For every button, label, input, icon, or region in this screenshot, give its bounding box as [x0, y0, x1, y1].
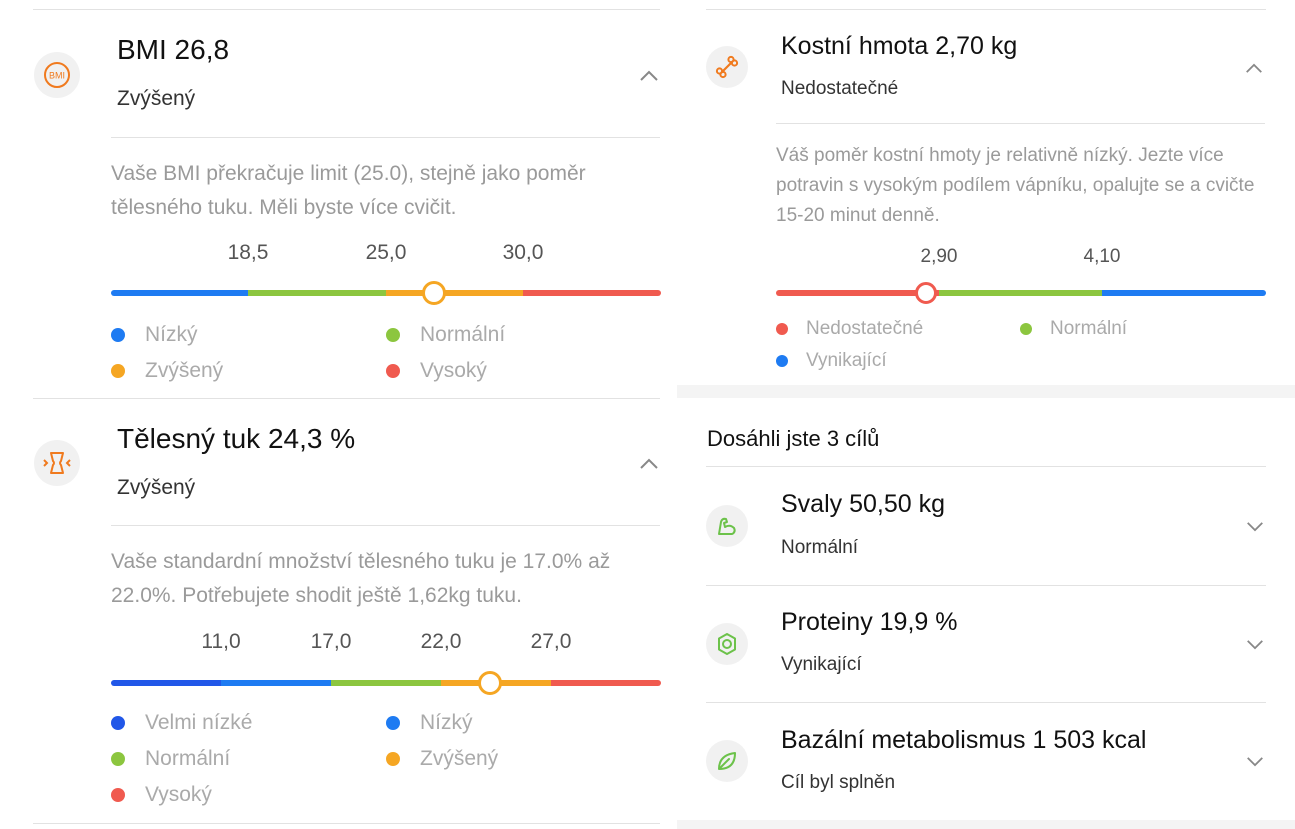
legend-item: Zvýšený [386, 747, 498, 771]
legend-item: Normální [386, 323, 505, 347]
chevron-up-icon[interactable] [638, 69, 660, 83]
body-fat-indicator [478, 671, 502, 695]
bmi-icon-text: BMI [49, 71, 65, 81]
bmi-tick: 18,5 [227, 241, 269, 264]
legend-item: Vynikající [776, 350, 887, 372]
bmi-icon: BMI [34, 52, 80, 98]
bmi-tick: 30,0 [502, 241, 544, 264]
legend-item: Nedostatečné [776, 318, 923, 340]
bone-mass-title: Kostní hmota 2,70 kg [781, 32, 1018, 60]
body-fat-tick: 17,0 [310, 630, 352, 653]
chevron-up-icon[interactable] [1244, 62, 1264, 75]
legend-item: Vysoký [386, 359, 487, 383]
legend-item: Velmi nízké [111, 711, 252, 735]
chevron-down-icon[interactable] [1245, 520, 1265, 533]
bone-mass-range-bar [776, 290, 1266, 296]
bmi-description: Vaše BMI překračuje limit (25.0), stejně… [111, 162, 586, 219]
legend-item: Vysoký [111, 783, 212, 807]
bone-mass-status: Nedostatečné [781, 78, 899, 99]
bone-mass-description: Váš poměr kostní hmoty je relativně nízk… [776, 145, 1255, 226]
body-fat-range-bar [111, 680, 661, 686]
body-fat-tick: 11,0 [201, 630, 241, 653]
protein-icon [706, 623, 748, 665]
legend-item: Normální [111, 747, 230, 771]
muscle-icon [706, 505, 748, 547]
chevron-down-icon[interactable] [1245, 755, 1265, 768]
bmi-status: Zvýšený [117, 87, 196, 110]
body-fat-tick: 27,0 [530, 630, 572, 653]
legend-item: Normální [1020, 318, 1127, 340]
bone-mass-indicator [915, 282, 937, 304]
goal-status: Normální [781, 537, 859, 558]
bone-icon [706, 46, 748, 88]
body-fat-tick: 22,0 [420, 630, 462, 653]
goals-heading: Dosáhli jste 3 cílů [707, 426, 880, 451]
goal-status: Vynikající [781, 654, 862, 675]
leaf-icon [706, 740, 748, 782]
goal-title: Proteiny 19,9 % [781, 608, 958, 636]
body-fat-icon [34, 440, 80, 486]
body-fat-title: Tělesný tuk 24,3 % [117, 423, 356, 454]
legend-item: Nízký [111, 323, 198, 347]
bmi-title: BMI 26,8 [117, 34, 230, 65]
bone-mass-tick: 2,90 [920, 246, 958, 267]
chevron-down-icon[interactable] [1245, 638, 1265, 651]
body-fat-status: Zvýšený [117, 476, 196, 499]
legend-item: Zvýšený [111, 359, 223, 383]
bmi-tick: 25,0 [365, 241, 407, 264]
bmi-range-bar [111, 290, 661, 296]
goal-title: Bazální metabolismus 1 503 kcal [781, 726, 1147, 754]
bone-mass-tick: 4,10 [1083, 246, 1121, 267]
body-fat-description: Vaše standardní množství tělesného tuku … [111, 550, 611, 607]
bmi-indicator [422, 281, 446, 305]
chevron-up-icon[interactable] [638, 457, 660, 471]
goal-title: Svaly 50,50 kg [781, 490, 945, 518]
legend-item: Nízký [386, 711, 473, 735]
goal-status: Cíl byl splněn [781, 772, 896, 793]
